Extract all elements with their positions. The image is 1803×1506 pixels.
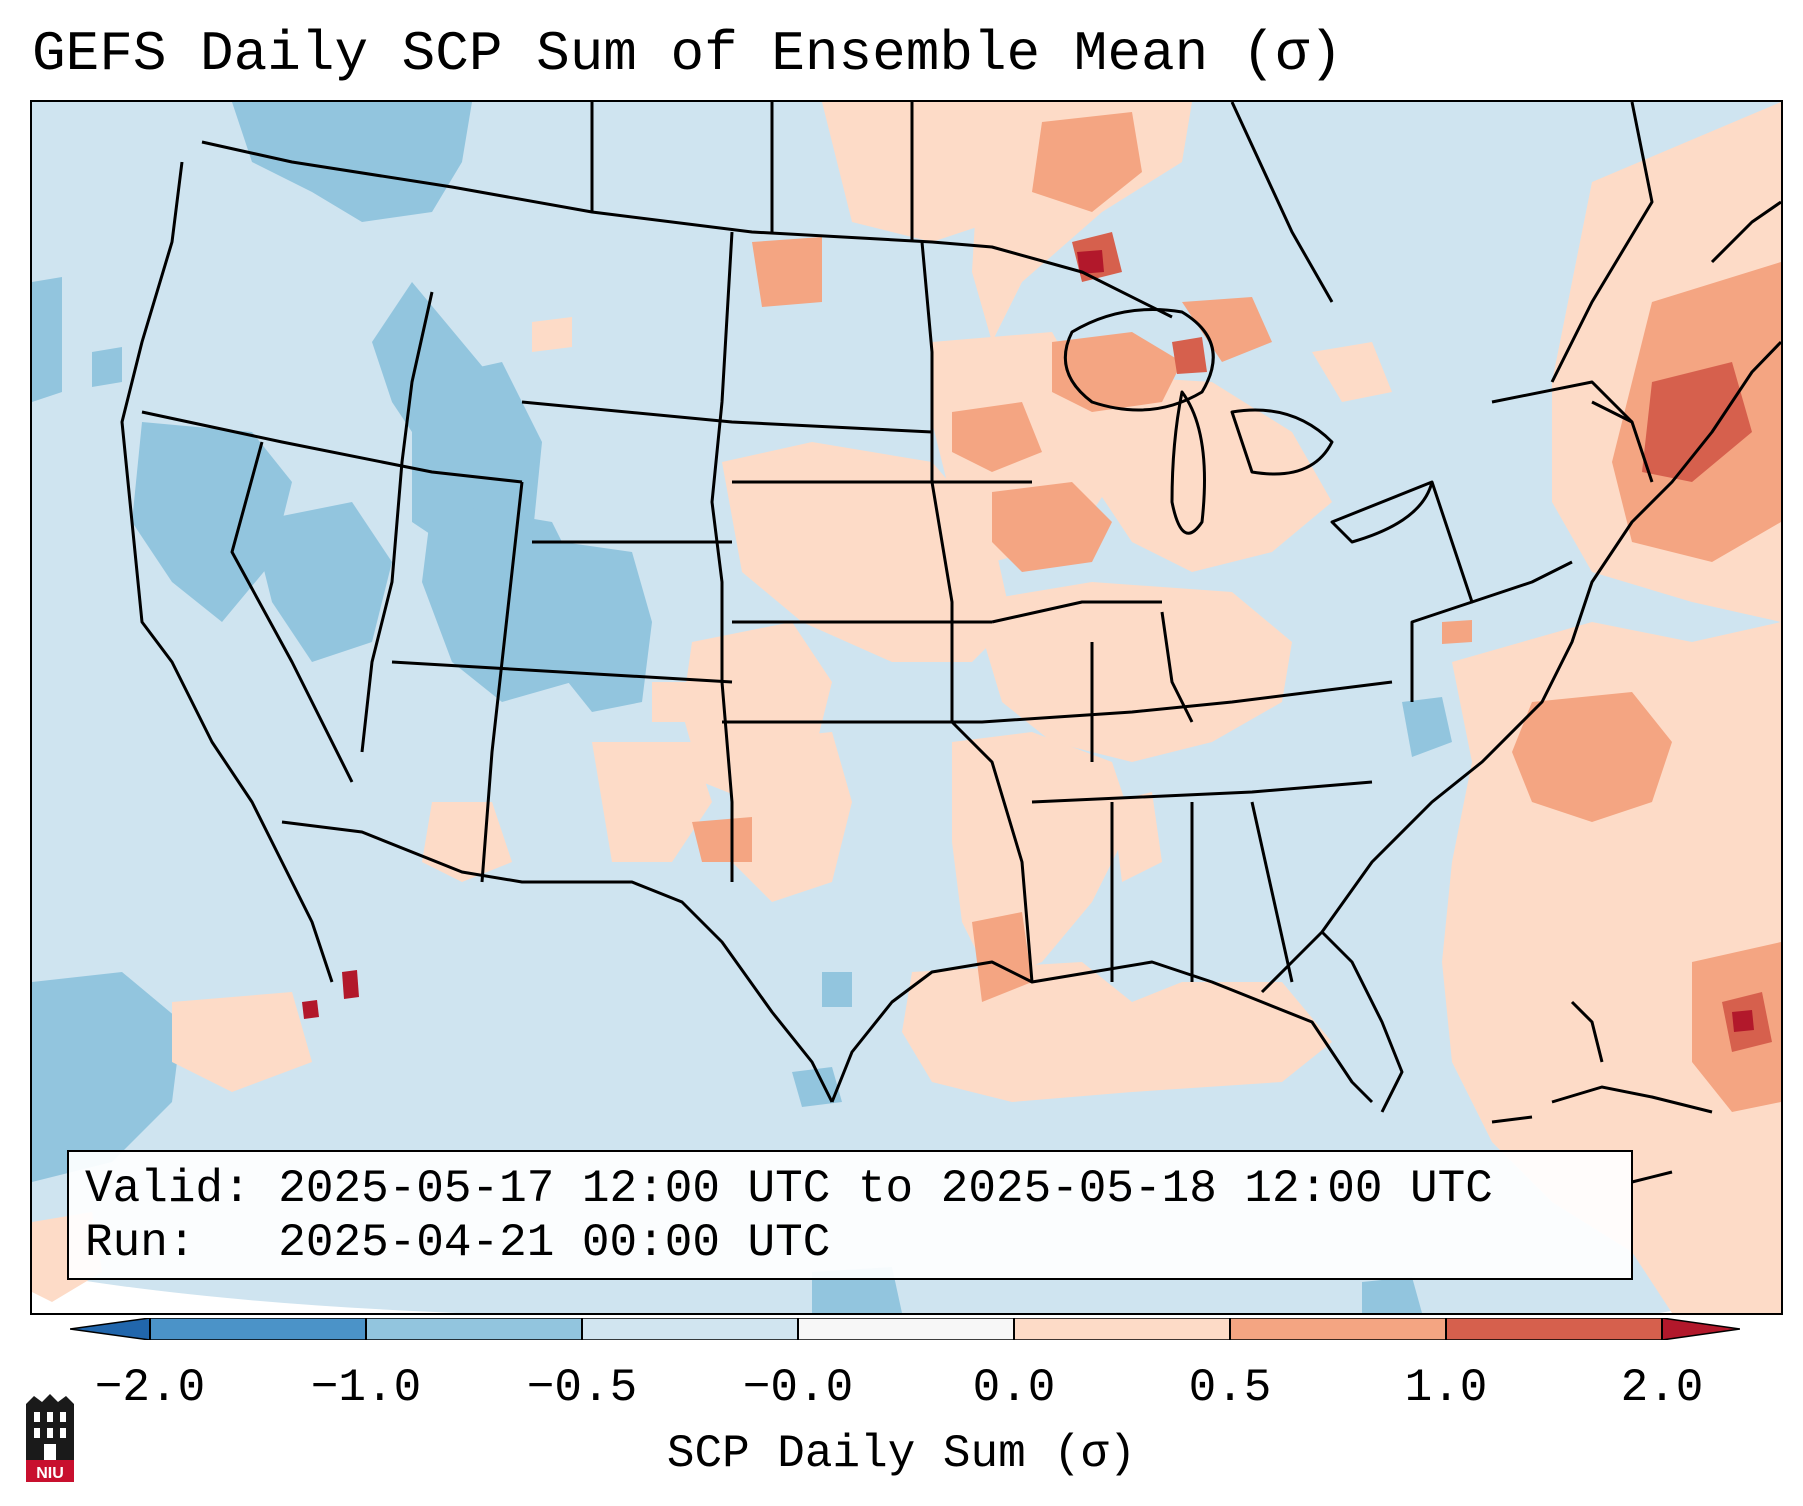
niu-logo-icon: NIU [26,1394,74,1482]
colorbar [70,1318,1740,1340]
colorbar-segment [150,1318,366,1340]
run-label: Run: [85,1217,196,1269]
logo-text: NIU [36,1465,64,1482]
colorbar-segment [582,1318,798,1340]
colorbar-tick-label: 0.5 [1188,1362,1272,1414]
colorbar-tick-label: 0.0 [972,1362,1056,1414]
valid-run-info-box: Valid: 2025-05-17 12:00 UTC to 2025-05-1… [67,1150,1633,1280]
colorbar-segment [1446,1318,1662,1340]
colorbar-tick-label: 1.0 [1404,1362,1488,1414]
map-panel [30,100,1783,1315]
colorbar-extend-high [1662,1318,1740,1340]
run-value: 2025-04-21 00:00 UTC [278,1217,831,1269]
map-title: GEFS Daily SCP Sum of Ensemble Mean (σ) [32,22,1343,86]
colorbar-ticks [149,1318,1663,1340]
colorbar-segment [366,1318,582,1340]
colorbar-label: SCP Daily Sum (σ) [666,1428,1137,1480]
negative-anomaly-fields [32,102,1452,1313]
colorbar-segment [798,1318,1014,1340]
extreme-positive-fields [302,250,1754,1032]
colorbar-tick-label: −1.0 [310,1362,422,1414]
map-canvas [32,102,1781,1313]
boundaries [120,102,1781,1113]
valid-value: 2025-05-17 12:00 UTC to 2025-05-18 12:00… [278,1163,1493,1215]
caribbean-islands [1491,1000,1713,1184]
domain-edge [32,1272,458,1313]
colorbar-tick-label: −2.0 [94,1362,206,1414]
colorbar-tick-label: 2.0 [1620,1362,1704,1414]
colorbar-segment [1230,1318,1446,1340]
colorbar-tick-label: −0.0 [742,1362,854,1414]
colorbar-tick-label: −0.5 [526,1362,638,1414]
colorbar-segment [1014,1318,1230,1340]
valid-label: Valid: [85,1163,251,1215]
colorbar-extend-low [70,1318,150,1340]
